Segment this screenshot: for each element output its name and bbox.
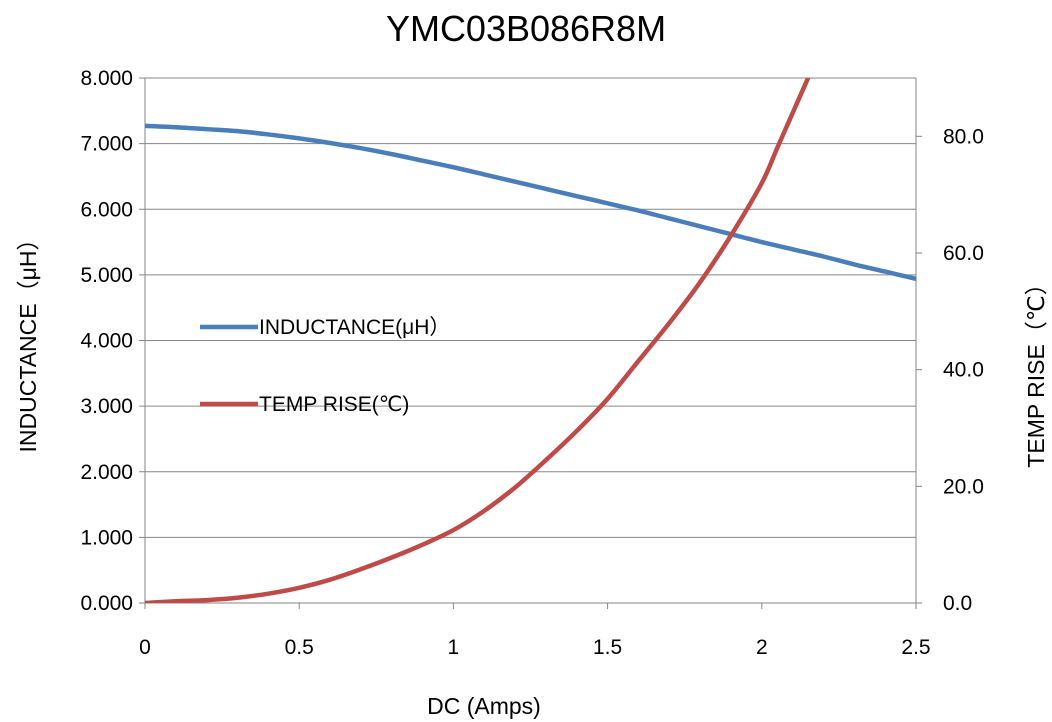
legend-label: INDUCTANCE(μH） [259,316,450,339]
y-tick-label: 7.000 [80,133,133,156]
y2-tick-label: 80.0 [943,125,984,148]
x-tick-label: 1 [448,636,460,659]
tick-labels: 0.000 1.000 2.000 3.000 4.000 5.000 6.000 7.000… [80,67,983,659]
axes [139,77,922,609]
y-tick-label: 1.000 [80,526,133,549]
legend: INDUCTANCE(μH） TEMP RISE(℃) [200,316,450,416]
x-tick-label: 0 [139,636,151,659]
x-tick-label: 1.5 [593,636,622,659]
y-tick-label: 5.000 [80,264,133,287]
chart-title: YMC03B086R8M [385,8,667,49]
y-axis-title-left: INDUCTANCE（μH） [15,228,41,453]
legend-label: TEMP RISE(℃) [259,393,409,416]
series [145,78,916,603]
y2-tick-label: 40.0 [943,359,984,382]
y2-tick-label: 0.0 [943,592,972,615]
y2-tick-label: 60.0 [943,242,984,265]
x-tick-label: 2 [756,636,768,659]
y-tick-label: 0.000 [80,592,133,615]
series-line-temp-rise [145,78,811,603]
y2-tick-label: 20.0 [943,475,984,498]
y-axis-title-right: TEMP RISE（℃） [1023,272,1049,467]
x-tick-label: 0.5 [285,636,314,659]
x-tick-label: 2.5 [901,636,930,659]
x-axis-title: DC (Amps) [427,693,541,719]
y-tick-label: 2.000 [80,461,133,484]
y-tick-label: 4.000 [80,330,133,353]
y-tick-label: 6.000 [80,198,133,221]
y-tick-label: 8.000 [80,67,133,90]
series-line-inductance [145,123,916,282]
grid-lines [145,77,916,604]
y-tick-label: 3.000 [80,395,133,418]
